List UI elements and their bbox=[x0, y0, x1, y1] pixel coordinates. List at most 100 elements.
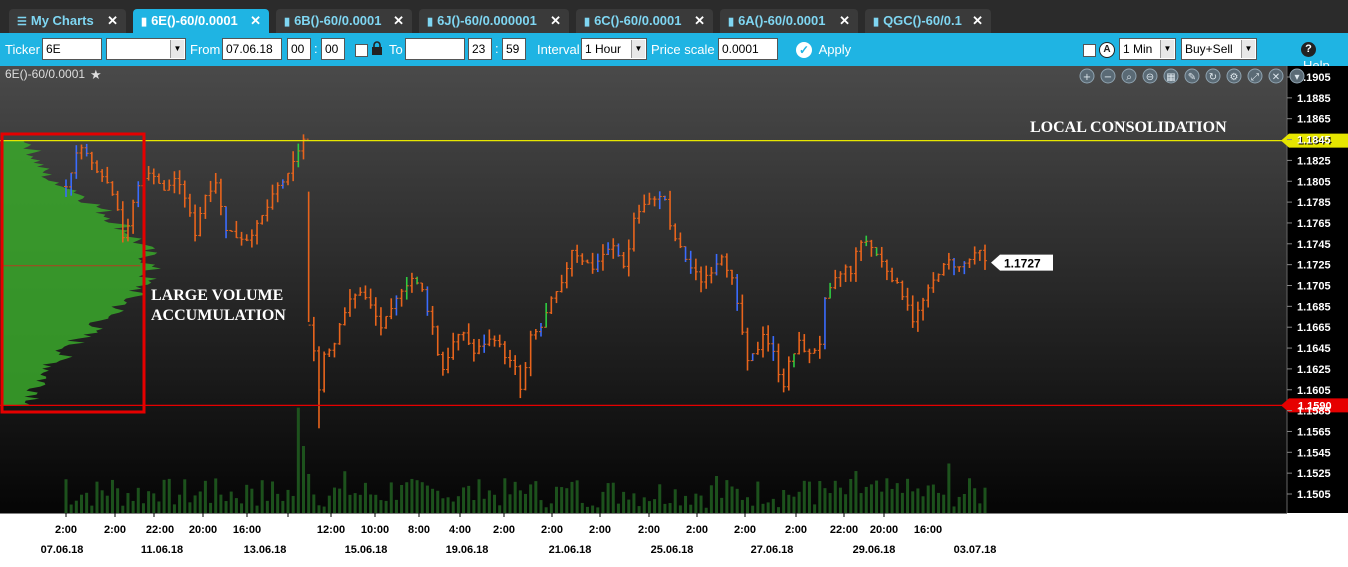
to-date-input[interactable] bbox=[405, 38, 465, 60]
close-icon[interactable]: ✕ bbox=[250, 13, 261, 28]
dropdown-icon[interactable]: ▾ bbox=[1289, 68, 1305, 84]
search-icon[interactable]: ⌕ bbox=[1121, 68, 1137, 84]
volume-bar bbox=[606, 483, 610, 513]
last-price-label: 1.1727 bbox=[1004, 257, 1041, 271]
volume-bar bbox=[234, 498, 238, 513]
close-icon[interactable]: ✕ bbox=[550, 13, 561, 28]
tab-2[interactable]: ▮ 6E()-60/0.0001 ✕ bbox=[133, 9, 269, 33]
gear-icon[interactable]: ⚙ bbox=[1226, 68, 1242, 84]
close-icon[interactable]: ✕ bbox=[107, 13, 118, 28]
auto-icon[interactable]: A bbox=[1099, 42, 1115, 58]
timeframe-select[interactable]: 1 Min ▼ bbox=[1119, 38, 1176, 60]
from-date-input[interactable]: 07.06.18 bbox=[222, 38, 282, 60]
ticker-label: Ticker bbox=[5, 42, 40, 57]
volume-bar bbox=[694, 493, 698, 513]
x-time-label: 8:00 bbox=[408, 524, 430, 536]
tab-label: 6B()-60/0.0001 bbox=[294, 13, 382, 28]
apply-button[interactable]: ✓ Apply bbox=[796, 41, 851, 59]
volume-bar bbox=[973, 488, 977, 513]
lock-checkbox[interactable] bbox=[355, 44, 368, 57]
pencil-icon[interactable]: ✎ bbox=[1184, 68, 1200, 84]
volume-bar bbox=[467, 485, 471, 513]
level-price-tag bbox=[1281, 398, 1348, 413]
volume-bar bbox=[178, 494, 182, 513]
volume-bar bbox=[895, 483, 899, 513]
volume-bar bbox=[813, 504, 817, 513]
y-tick-label: 1.1845 bbox=[1297, 135, 1331, 147]
volume-bar bbox=[110, 479, 114, 513]
to-minute-input[interactable]: 59 bbox=[502, 38, 526, 60]
volume-bar bbox=[296, 407, 300, 513]
refresh-icon[interactable]: ↻ bbox=[1205, 68, 1221, 84]
level-price-label: 1.1844 bbox=[1298, 136, 1333, 148]
tab-7[interactable]: ▮ QGC()-60/0.1 ✕ bbox=[865, 9, 991, 33]
tab-label: 6A()-60/0.0001 bbox=[738, 13, 826, 28]
volume-bar bbox=[580, 502, 584, 513]
volume-bar bbox=[100, 490, 104, 513]
volume-bar bbox=[880, 491, 884, 513]
svg-text:▦: ▦ bbox=[1166, 72, 1175, 83]
price-scale-input[interactable]: 0.0001 bbox=[718, 38, 778, 60]
volume-bar bbox=[978, 503, 982, 513]
volume-bar bbox=[167, 478, 171, 513]
y-tick-label: 1.1525 bbox=[1297, 468, 1331, 480]
volume-bar bbox=[787, 494, 791, 513]
zoom-in-icon[interactable]: + bbox=[1079, 68, 1095, 84]
volume-bar bbox=[942, 494, 946, 513]
volume-bar bbox=[131, 500, 135, 513]
volume-bar bbox=[740, 499, 744, 513]
tab-label: 6E()-60/0.0001 bbox=[151, 13, 238, 28]
ticker-select[interactable]: ▼ bbox=[106, 38, 186, 60]
side-select[interactable]: Buy+Sell ▼ bbox=[1181, 38, 1257, 60]
close-icon[interactable]: ✕ bbox=[694, 13, 705, 28]
side-value: Buy+Sell bbox=[1185, 42, 1233, 56]
chevron-down-icon: ▼ bbox=[170, 40, 184, 58]
y-tick-label: 1.1645 bbox=[1297, 343, 1331, 355]
time-axis: 2:00 2:00 22:00 20:00 16:00 12:00 10:00 8:00 4:0… bbox=[0, 512, 1348, 562]
tab-1[interactable]: ☰ My Charts ✕ bbox=[9, 9, 126, 33]
x-date-label: 21.06.18 bbox=[549, 544, 592, 556]
volume-bar bbox=[229, 491, 233, 513]
volume-bar bbox=[95, 481, 99, 513]
option-checkbox[interactable] bbox=[1083, 44, 1096, 57]
volume-bar bbox=[477, 479, 481, 513]
y-tick-label: 1.1705 bbox=[1297, 281, 1331, 293]
zoom-reset-icon[interactable]: ⊖ bbox=[1142, 68, 1158, 84]
volume-bar bbox=[663, 503, 667, 513]
close-icon[interactable]: ✕ bbox=[839, 13, 850, 28]
star-icon[interactable]: ★ bbox=[90, 68, 102, 83]
tab-bar: ☰ My Charts ✕ ▮ 6E()-60/0.0001 ✕ ▮ 6B()-60/0.00… bbox=[0, 0, 1348, 33]
close-icon[interactable]: ✕ bbox=[1268, 68, 1284, 84]
volume-bar bbox=[183, 479, 187, 513]
close-icon[interactable]: ✕ bbox=[972, 13, 983, 28]
from-hour-input[interactable]: 00 bbox=[287, 38, 311, 60]
from-minute-input[interactable]: 00 bbox=[321, 38, 345, 60]
volume-bar bbox=[162, 479, 166, 513]
volume-bar bbox=[291, 495, 295, 513]
close-icon[interactable]: ✕ bbox=[393, 13, 404, 28]
tab-3[interactable]: ▮ 6B()-60/0.0001 ✕ bbox=[276, 9, 412, 33]
volume-bar bbox=[653, 499, 657, 513]
to-hour-input[interactable]: 23 bbox=[468, 38, 492, 60]
price-chart[interactable]: 1.1844 1.1590 1.1727 1.1905 1.1885 1.1865 1.1… bbox=[0, 66, 1348, 513]
interval-select[interactable]: 1 Hour ▼ bbox=[581, 38, 647, 60]
volume-bar bbox=[601, 491, 605, 513]
bar-chart-icon: ▮ bbox=[873, 16, 880, 28]
expand-icon[interactable]: ⤢ bbox=[1247, 68, 1263, 84]
chart-toolbar: Ticker 6E ▼ From 07.06.18 00 : 00 To 23 … bbox=[0, 33, 1348, 73]
volume-bar bbox=[751, 505, 755, 513]
volume-bar bbox=[818, 481, 822, 513]
x-time-label: 2:00 bbox=[686, 524, 708, 536]
volume-bar bbox=[921, 496, 925, 513]
grid-icon[interactable]: ▦ bbox=[1163, 68, 1179, 84]
x-time-label: 16:00 bbox=[914, 524, 942, 536]
volume-bar bbox=[957, 496, 961, 513]
tab-6[interactable]: ▮ 6A()-60/0.0001 ✕ bbox=[720, 9, 858, 33]
volume-bar bbox=[684, 495, 688, 513]
ticker-input[interactable]: 6E bbox=[42, 38, 102, 60]
tab-5[interactable]: ▮ 6C()-60/0.0001 ✕ bbox=[576, 9, 713, 33]
help-icon: ? bbox=[1301, 42, 1316, 58]
zoom-out-icon[interactable]: − bbox=[1100, 68, 1116, 84]
check-circle-icon: ✓ bbox=[796, 41, 812, 58]
tab-4[interactable]: ▮ 6J()-60/0.000001 ✕ bbox=[419, 9, 569, 33]
